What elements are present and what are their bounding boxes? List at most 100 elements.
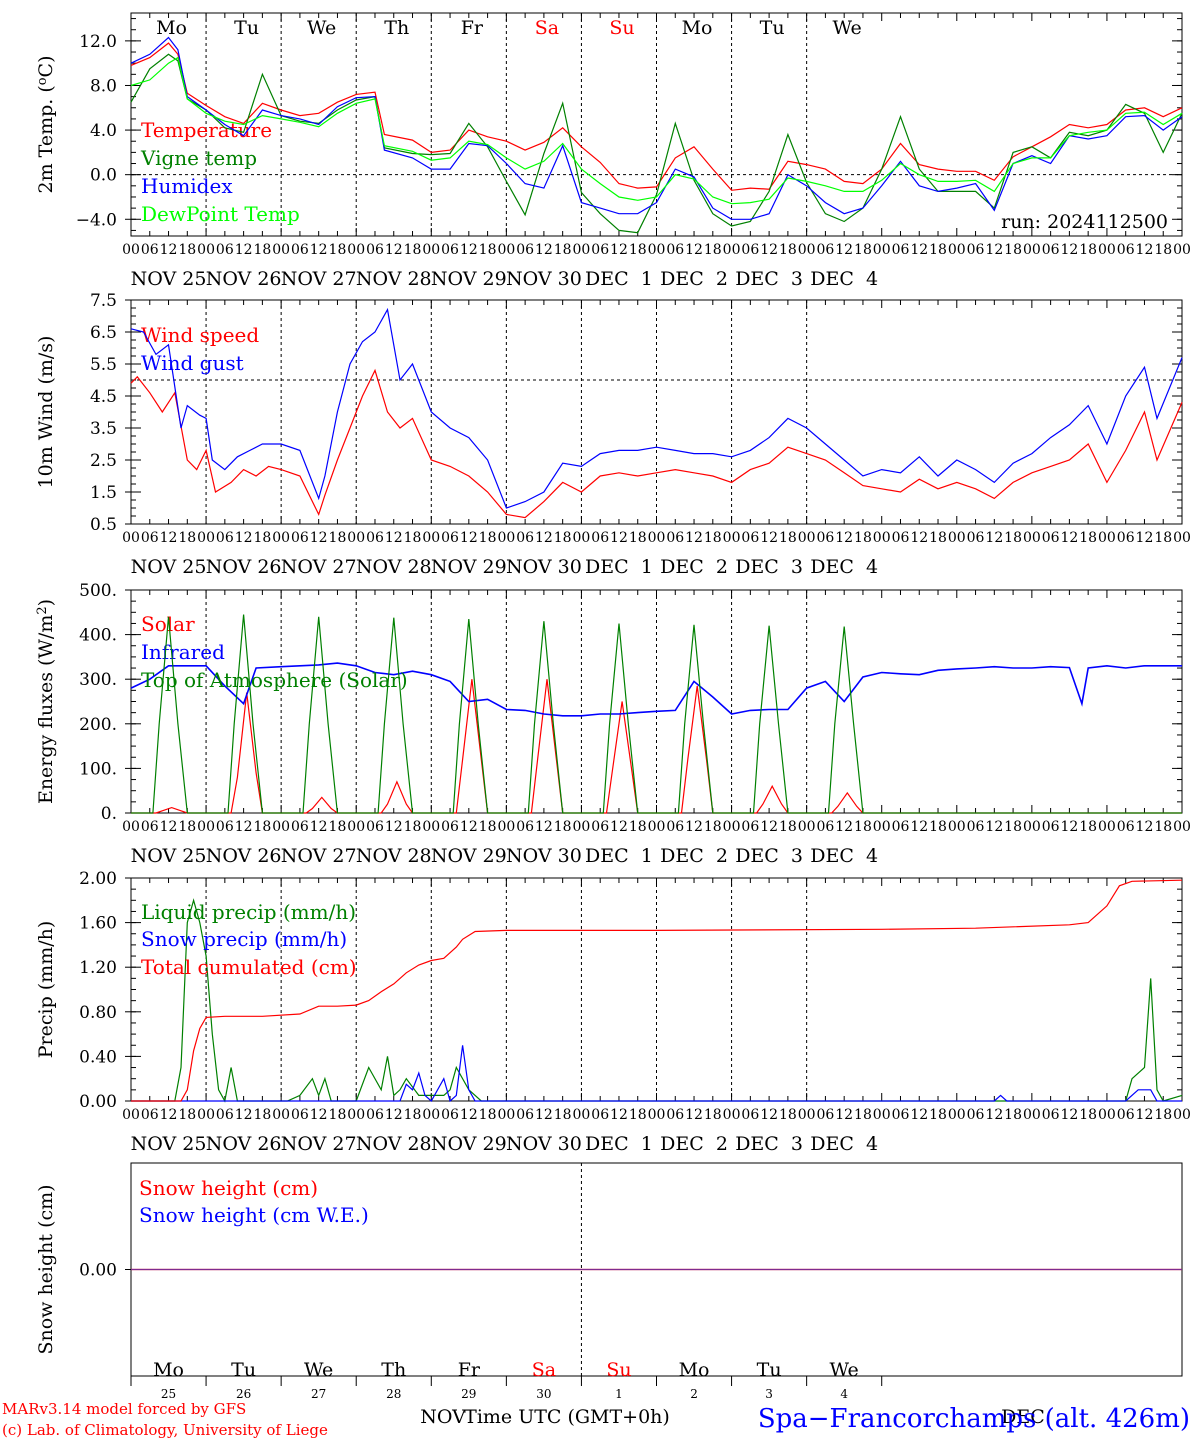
day-of-week-label: Su — [609, 17, 634, 39]
hour-tick-label: 06 — [741, 1107, 759, 1123]
hour-tick-label: 00 — [497, 530, 515, 546]
day-of-week-label: Su — [606, 1359, 631, 1381]
hour-tick-label: 12 — [760, 242, 778, 258]
date-label: NOV 27 — [281, 1133, 357, 1155]
legend-entry: Liquid precip (mm/h) — [141, 900, 356, 924]
hour-tick-label: 18 — [1154, 1107, 1172, 1123]
day-of-week-label: Mo — [153, 1359, 184, 1381]
hour-tick-label: 06 — [816, 1107, 834, 1123]
hour-tick-label: 06 — [1042, 530, 1060, 546]
hour-tick-label: 00 — [573, 819, 591, 835]
date-label: NOV 25 — [131, 1133, 207, 1155]
hour-tick-label: 06 — [1042, 242, 1060, 258]
hour-tick-label: 18 — [929, 530, 947, 546]
hour-tick-label: 06 — [741, 530, 759, 546]
y-axis-label: 2m Temp. (oC) — [35, 55, 57, 193]
hour-tick-label: 18 — [1154, 242, 1172, 258]
hour-tick-label: 00 — [723, 530, 741, 546]
hour-tick-label: 06 — [967, 1107, 985, 1123]
hour-tick-label: 12 — [160, 242, 178, 258]
hour-tick-label: 00 — [573, 530, 591, 546]
hour-tick-label: 12 — [235, 530, 253, 546]
model-credit: MARv3.14 model forced by GFS — [2, 1400, 246, 1418]
y-tick-label: 7.5 — [90, 291, 117, 311]
hour-tick-label: 12 — [685, 819, 703, 835]
hour-tick-label: 18 — [479, 819, 497, 835]
hour-tick-label: 00 — [422, 1107, 440, 1123]
hour-tick-label: 00 — [798, 242, 816, 258]
date-label: NOV 27 — [281, 556, 357, 578]
hour-tick-label: 00 — [1173, 242, 1191, 258]
wind-panel: 7.5 6.5 5.5 4.5 3.5 2.5 1.5 0.5 10m Wind (m/s) Wi… — [35, 291, 1191, 578]
hour-tick-label: 12 — [535, 819, 553, 835]
hour-tick-label: 00 — [723, 819, 741, 835]
hour-tick-label: 18 — [629, 819, 647, 835]
y-tick-label: 0.40 — [79, 1047, 117, 1067]
hour-tick-label: 00 — [497, 242, 515, 258]
day-of-week-label: Mo — [156, 17, 187, 39]
hour-tick-label: 00 — [1098, 242, 1116, 258]
date-label: NOV 29 — [431, 556, 507, 578]
hour-tick-label: 06 — [216, 242, 234, 258]
plot-frame — [130, 589, 1183, 814]
hour-tick-label: 12 — [310, 530, 328, 546]
date-label: NOV 26 — [206, 556, 282, 578]
hour-tick-label: 12 — [385, 1107, 403, 1123]
hour-tick-label: 00 — [272, 1107, 290, 1123]
hour-tick-label: 06 — [741, 819, 759, 835]
hour-tick-label: 12 — [1136, 242, 1154, 258]
date-label: DEC 3 — [735, 556, 803, 578]
hour-tick-label: 18 — [1004, 530, 1022, 546]
hour-tick-label: 00 — [723, 242, 741, 258]
hour-tick-label: 12 — [685, 1107, 703, 1123]
day-of-week-label: Tu — [757, 1359, 782, 1381]
hour-tick-label: 12 — [985, 530, 1003, 546]
hour-tick-label: 12 — [160, 1107, 178, 1123]
hour-tick-label: 18 — [629, 530, 647, 546]
hour-tick-label: 18 — [1004, 242, 1022, 258]
hour-tick-label: 12 — [1136, 1107, 1154, 1123]
hour-tick-label: 06 — [892, 530, 910, 546]
hour-tick-label: 18 — [404, 819, 422, 835]
hour-tick-label: 12 — [985, 1107, 1003, 1123]
hour-tick-label: 00 — [798, 1107, 816, 1123]
bottom-day-number: 28 — [386, 1387, 401, 1401]
legend-entry: Humidex — [141, 174, 233, 198]
hour-tick-label: 00 — [1173, 1107, 1191, 1123]
series-line-wind-speed — [130, 368, 1183, 519]
legend-entry: Wind gust — [141, 351, 244, 375]
day-of-week-label: Sa — [535, 17, 559, 39]
hour-tick-label: 06 — [216, 1107, 234, 1123]
series-line-dewpoint-temp — [130, 56, 1183, 205]
hour-tick-label: 00 — [723, 1107, 741, 1123]
hour-tick-label: 06 — [816, 819, 834, 835]
hour-tick-label: 00 — [197, 242, 215, 258]
hour-tick-label: 00 — [648, 530, 666, 546]
hour-tick-label: 00 — [873, 819, 891, 835]
hour-tick-label: 00 — [573, 1107, 591, 1123]
bottom-day-number: 30 — [536, 1387, 551, 1401]
series-line-temperature — [130, 42, 1183, 191]
hour-tick-label: 12 — [835, 1107, 853, 1123]
hour-tick-label: 00 — [122, 242, 140, 258]
hour-tick-label: 12 — [910, 530, 928, 546]
hour-tick-label: 12 — [1060, 1107, 1078, 1123]
hour-tick-label: 18 — [929, 1107, 947, 1123]
day-of-week-label: Th — [381, 1359, 406, 1381]
date-label: DEC 2 — [660, 1133, 728, 1155]
date-label: NOV 26 — [206, 845, 282, 867]
legend-entry: Snow precip (mm/h) — [141, 927, 347, 951]
hour-tick-label: 00 — [1098, 530, 1116, 546]
hour-tick-label: 00 — [1173, 819, 1191, 835]
hour-tick-label: 00 — [347, 530, 365, 546]
y-tick-label: 200. — [79, 715, 117, 735]
hour-tick-label: 12 — [610, 530, 628, 546]
hour-tick-label: 00 — [122, 1107, 140, 1123]
hour-tick-label: 18 — [329, 1107, 347, 1123]
y-tick-label: 5.5 — [90, 355, 117, 375]
hour-tick-label: 00 — [1023, 819, 1041, 835]
hour-tick-label: 12 — [1060, 819, 1078, 835]
hour-tick-label: 18 — [554, 530, 572, 546]
hour-tick-label: 00 — [422, 819, 440, 835]
hour-tick-label: 18 — [404, 1107, 422, 1123]
